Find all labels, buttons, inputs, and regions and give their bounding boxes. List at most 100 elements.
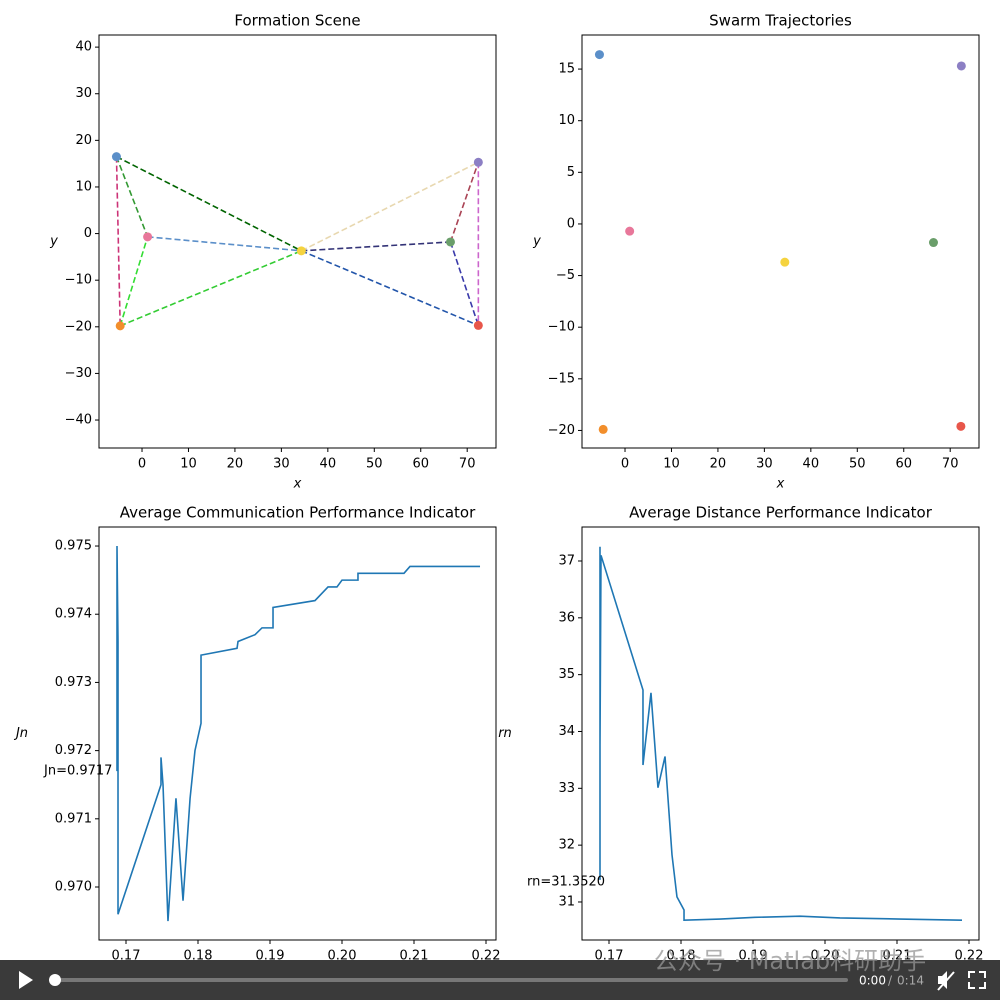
x-tick-label: 0.18 <box>184 949 213 964</box>
x-axis-label: x <box>293 477 302 492</box>
x-tick-label: 0.21 <box>883 949 912 964</box>
formation-edge <box>301 250 479 327</box>
x-tick-label: 20 <box>710 457 727 472</box>
x-tick-label: 70 <box>459 457 476 472</box>
progress-knob[interactable] <box>49 974 61 986</box>
y-tick-label: 20 <box>75 133 92 148</box>
x-tick-label: 0.19 <box>739 949 768 964</box>
chart: Formation Scene x y 0 10 20 30 40 50 60 70 −40 −30 −2… <box>49 12 497 492</box>
agent-point <box>115 321 125 331</box>
y-tick-label: 31 <box>558 894 575 909</box>
mute-button[interactable] <box>937 971 955 991</box>
x-tick-label: 40 <box>320 457 337 472</box>
x-tick-label: 30 <box>273 457 290 472</box>
x-tick-label: 0 <box>138 457 146 472</box>
agent-point <box>956 421 966 431</box>
y-tick-label: 5 <box>567 165 575 180</box>
y-tick-label: 0.970 <box>55 880 92 895</box>
formation-edge <box>119 250 302 327</box>
chart-title: Formation Scene <box>234 12 360 30</box>
y-tick-label: 0.974 <box>55 607 92 622</box>
x-tick-label: 10 <box>663 457 680 472</box>
y-tick-label: −15 <box>548 371 575 386</box>
agent-point <box>445 237 455 247</box>
fullscreen-button[interactable] <box>968 971 986 989</box>
x-tick-label: 0.20 <box>328 949 357 964</box>
agent-point <box>928 238 938 248</box>
x-tick-label: 0.17 <box>595 949 624 964</box>
y-axis-label: y <box>532 234 541 249</box>
axes-frame <box>98 34 497 449</box>
formation-edge <box>300 161 479 252</box>
formation-edge <box>115 156 149 238</box>
agent-point <box>780 257 790 267</box>
x-tick-label: 70 <box>942 457 959 472</box>
x-tick-label: 50 <box>849 457 866 472</box>
time-separator: / <box>888 974 893 988</box>
formation-edge <box>147 236 302 252</box>
x-tick-label: 0.17 <box>112 949 141 964</box>
y-tick-label: 34 <box>558 724 575 739</box>
x-tick-label: 10 <box>180 457 197 472</box>
y-tick-label: 36 <box>558 610 575 625</box>
y-axis-label: rn <box>498 726 512 741</box>
y-tick-label: 33 <box>558 781 575 796</box>
annotation: rn=31.3520 <box>527 874 605 889</box>
formation-edge <box>449 241 480 326</box>
current-time: 0:00 <box>859 974 886 988</box>
y-tick-label: 10 <box>558 113 575 128</box>
agent-point <box>625 226 635 236</box>
x-tick-label: 0.18 <box>667 949 696 964</box>
duration: 0:14 <box>897 974 924 988</box>
y-tick-label: 30 <box>75 86 92 101</box>
agent-point <box>111 152 121 162</box>
y-tick-label: 0.975 <box>55 539 92 554</box>
play-button[interactable] <box>19 971 33 989</box>
formation-edge <box>116 155 302 252</box>
agent-point <box>956 61 966 71</box>
y-tick-label: −20 <box>548 423 575 438</box>
y-tick-label: 35 <box>558 667 575 682</box>
x-tick-label: 40 <box>803 457 820 472</box>
formation-edge <box>449 161 480 243</box>
axes-frame <box>581 526 980 941</box>
formation-edge <box>301 241 451 252</box>
y-axis-label: y <box>49 234 58 249</box>
x-tick-label: 0.19 <box>256 949 285 964</box>
chart: Average Communication Performance Indica… <box>13 504 501 984</box>
y-tick-label: −20 <box>65 319 92 334</box>
y-tick-label: −10 <box>65 273 92 288</box>
agent-point <box>296 246 306 256</box>
x-tick-label: 50 <box>366 457 383 472</box>
agent-point <box>473 157 483 167</box>
y-tick-label: 0 <box>84 226 92 241</box>
y-tick-label: 15 <box>558 62 575 77</box>
x-tick-label: 30 <box>756 457 773 472</box>
player-bar: 0:00 / 0:14 <box>0 960 1000 1000</box>
x-tick-label: 0 <box>621 457 629 472</box>
chart: Average Distance Performance Indicatort(… <box>498 504 983 984</box>
chart-title: Swarm Trajectories <box>709 12 852 30</box>
x-tick-label: 0.22 <box>472 949 501 964</box>
x-tick-label: 0.20 <box>811 949 840 964</box>
x-axis-label: x <box>776 477 785 492</box>
x-tick-label: 60 <box>895 457 912 472</box>
y-tick-label: −30 <box>65 366 92 381</box>
mute-slash <box>937 971 955 991</box>
data-line <box>116 546 481 922</box>
y-tick-label: 10 <box>75 179 92 194</box>
speaker-icon <box>938 971 947 989</box>
agent-point <box>594 50 604 60</box>
agent-point <box>598 424 608 434</box>
axes-frame <box>98 526 497 941</box>
axes-frame <box>581 34 980 449</box>
y-axis-label: Jn <box>13 726 28 741</box>
y-tick-label: 0 <box>567 216 575 231</box>
chart-title: Average Communication Performance Indica… <box>120 504 476 522</box>
agent-point <box>473 320 483 330</box>
progress-track[interactable] <box>55 978 848 982</box>
y-tick-label: 0.971 <box>55 811 92 826</box>
x-tick-label: 0.21 <box>400 949 429 964</box>
